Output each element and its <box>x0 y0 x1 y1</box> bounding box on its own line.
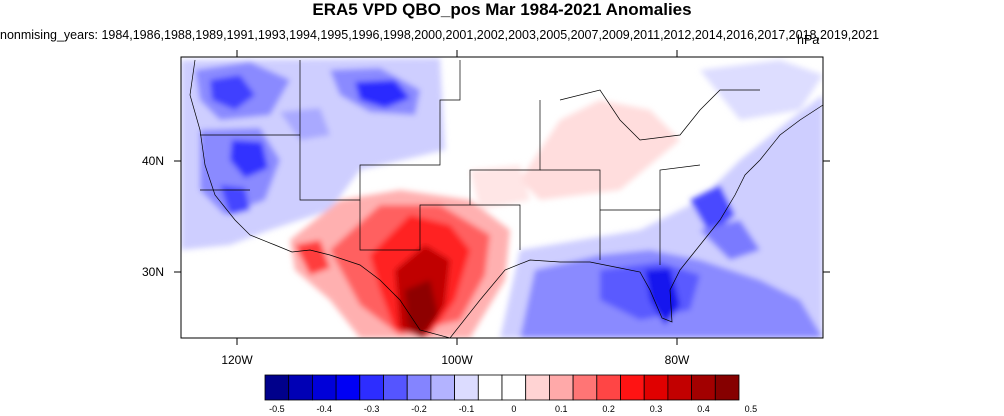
colorbar-swatch <box>311 374 337 401</box>
colorbar: -0.5 -0.4 -0.3 -0.2 -0.1 0 0.1 0.2 0.3 0.4 0.5 <box>264 374 758 414</box>
colorbar-label: 0.1 <box>555 404 568 414</box>
colorbar-swatch <box>264 374 290 401</box>
colorbar-swatch <box>714 374 740 401</box>
colorbar-label: -0.1 <box>459 404 475 414</box>
units-label: hPa <box>797 33 820 47</box>
colorbar-label: -0.3 <box>364 404 380 414</box>
axis-ticks <box>174 50 830 345</box>
colorbar-swatch <box>383 374 408 401</box>
colorbar-swatch <box>454 374 479 401</box>
colorbar-label: 0.2 <box>602 404 615 414</box>
colorbar-swatch <box>596 374 621 401</box>
x-tick-label: 120W <box>221 353 253 367</box>
colorbar-swatch <box>335 374 361 401</box>
map-boundaries <box>189 59 823 338</box>
colorbar-swatch <box>501 374 527 401</box>
colorbar-swatch <box>691 374 716 401</box>
colorbar-label: -0.2 <box>411 404 427 414</box>
colorbar-swatch <box>572 374 598 401</box>
colorbar-label: 0.4 <box>697 404 710 414</box>
x-tick-label: 80W <box>665 353 690 367</box>
x-tick-label: 100W <box>441 353 473 367</box>
colorbar-swatch <box>430 374 455 401</box>
colorbar-swatch <box>288 374 313 401</box>
colorbar-swatch <box>620 374 645 401</box>
chart-title: ERA5 VPD QBO_pos Mar 1984-2021 Anomalies <box>312 0 692 19</box>
colorbar-label: 0 <box>511 404 516 414</box>
colorbar-swatch <box>667 374 693 401</box>
y-tick-label: 40N <box>142 154 164 168</box>
chart-subtitle: nonmising_years: 1984,1986,1988,1989,199… <box>0 28 880 42</box>
colorbar-label: 0.3 <box>650 404 663 414</box>
colorbar-swatch <box>477 374 503 401</box>
colorbar-label: -0.4 <box>316 404 332 414</box>
colorbar-label: -0.5 <box>269 404 285 414</box>
colorbar-swatch <box>643 374 669 401</box>
colorbar-swatch <box>525 374 550 401</box>
colorbar-swatch <box>406 374 432 401</box>
y-tick-label: 30N <box>142 265 164 279</box>
colorbar-swatch <box>359 374 384 401</box>
map-frame <box>180 56 824 339</box>
colorbar-swatch <box>549 374 574 401</box>
anomaly-field <box>181 57 823 338</box>
colorbar-label: 0.5 <box>745 404 758 414</box>
